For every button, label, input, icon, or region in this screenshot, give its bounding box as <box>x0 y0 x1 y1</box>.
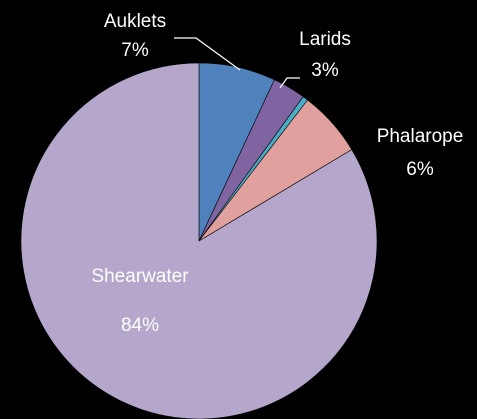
slice-label: Phalarope <box>377 126 464 147</box>
slices <box>20 62 378 419</box>
slice-value-label: 7% <box>121 40 149 61</box>
slice-value-label: 3% <box>311 60 339 81</box>
slice-value-label: 6% <box>406 159 434 180</box>
slice-label: Larids <box>299 29 351 50</box>
slice-label: Shearwater <box>91 266 189 287</box>
slice-label: Auklets <box>104 11 166 32</box>
slice-value-label: 84% <box>121 315 159 336</box>
leader-line <box>279 77 300 89</box>
leader-line <box>174 37 241 71</box>
pie-slice <box>20 62 378 419</box>
